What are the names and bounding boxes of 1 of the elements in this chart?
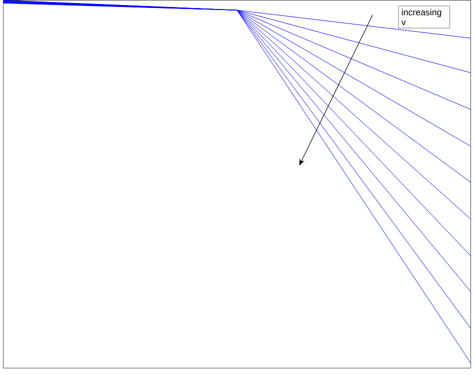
annotation: increasing v: [401, 8, 442, 26]
